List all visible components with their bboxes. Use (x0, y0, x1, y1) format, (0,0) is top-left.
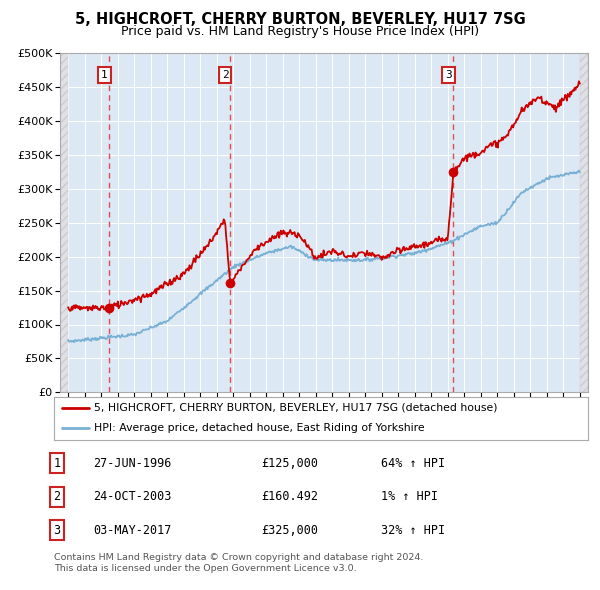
Text: 5, HIGHCROFT, CHERRY BURTON, BEVERLEY, HU17 7SG: 5, HIGHCROFT, CHERRY BURTON, BEVERLEY, H… (74, 12, 526, 27)
Text: HPI: Average price, detached house, East Riding of Yorkshire: HPI: Average price, detached house, East… (94, 422, 425, 432)
Text: 5, HIGHCROFT, CHERRY BURTON, BEVERLEY, HU17 7SG (detached house): 5, HIGHCROFT, CHERRY BURTON, BEVERLEY, H… (94, 403, 497, 412)
Text: 1% ↑ HPI: 1% ↑ HPI (381, 490, 438, 503)
Text: 24-OCT-2003: 24-OCT-2003 (93, 490, 172, 503)
Text: 32% ↑ HPI: 32% ↑ HPI (381, 524, 445, 537)
Text: 1: 1 (53, 457, 61, 470)
Text: 03-MAY-2017: 03-MAY-2017 (93, 524, 172, 537)
Text: 3: 3 (445, 70, 452, 80)
Text: This data is licensed under the Open Government Licence v3.0.: This data is licensed under the Open Gov… (54, 565, 356, 573)
Text: 2: 2 (53, 490, 61, 503)
Text: Contains HM Land Registry data © Crown copyright and database right 2024.: Contains HM Land Registry data © Crown c… (54, 553, 424, 562)
Text: £160.492: £160.492 (261, 490, 318, 503)
Text: 64% ↑ HPI: 64% ↑ HPI (381, 457, 445, 470)
Text: 2: 2 (222, 70, 229, 80)
Text: £125,000: £125,000 (261, 457, 318, 470)
Text: 3: 3 (53, 524, 61, 537)
Bar (60, 53, 68, 392)
Text: 27-JUN-1996: 27-JUN-1996 (93, 457, 172, 470)
Text: Price paid vs. HM Land Registry's House Price Index (HPI): Price paid vs. HM Land Registry's House … (121, 25, 479, 38)
Text: 1: 1 (101, 70, 108, 80)
Bar (580, 53, 588, 392)
Text: £325,000: £325,000 (261, 524, 318, 537)
